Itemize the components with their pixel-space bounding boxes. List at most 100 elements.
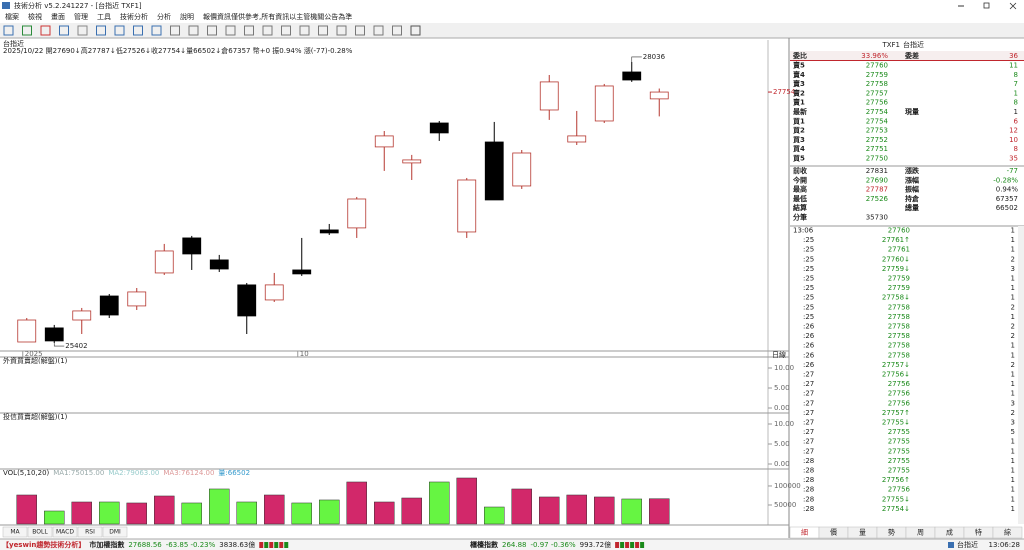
toolbar-button[interactable] — [392, 25, 402, 36]
toolbar-button[interactable] — [318, 25, 328, 36]
toolbar-button[interactable] — [225, 25, 236, 36]
toolbar-button[interactable] — [77, 25, 88, 36]
tick-price: 27758 — [888, 342, 910, 350]
tick-time: :28 — [803, 486, 814, 494]
tab[interactable] — [27, 526, 53, 538]
tab[interactable] — [102, 526, 128, 538]
menu-item[interactable]: 工具 — [97, 13, 111, 21]
market-name: 櫃檯指數 — [470, 540, 498, 549]
status-symbol: 台指近 — [957, 540, 978, 549]
tick-time: :27 — [803, 419, 814, 427]
toolbar-button[interactable] — [281, 25, 291, 36]
level-price: 27752 — [866, 136, 888, 144]
summary-label: 最低 — [793, 194, 807, 203]
toolbar-button[interactable] — [355, 25, 365, 36]
mini-bar — [630, 542, 635, 548]
menu-item[interactable]: 檔案 — [5, 12, 19, 21]
scrollbar — [1018, 226, 1024, 524]
quote-tab[interactable] — [992, 526, 1023, 539]
tick-qty: 2 — [1011, 361, 1015, 369]
menu-item[interactable]: 報價資訊僅供參考,所有資訊以主管機關公告為準 — [203, 12, 352, 21]
candle-body — [182, 237, 202, 255]
menu-item[interactable]: 技術分析 — [120, 12, 148, 21]
y-tick-label: 50000 — [774, 501, 796, 509]
market-change: -63.85 -0.23% — [166, 541, 216, 549]
tick-price: 27755 — [888, 447, 910, 455]
candle-body — [622, 71, 642, 81]
menu-item[interactable]: 說明 — [180, 12, 194, 21]
tick-time: :25 — [803, 236, 814, 244]
toolbar-button[interactable] — [22, 25, 32, 36]
toolbar-button[interactable] — [133, 25, 143, 36]
toolbar-button[interactable] — [188, 25, 199, 36]
level-qty: 10 — [1009, 136, 1018, 144]
toolbar-button[interactable] — [3, 25, 14, 36]
level-label: 賣1 — [792, 98, 805, 107]
volume-legend: MA2:79063.00 — [108, 469, 159, 477]
toolbar-button[interactable] — [373, 25, 384, 36]
summary-value: 66502 — [996, 204, 1018, 212]
tab[interactable] — [77, 526, 103, 538]
toolbar-button[interactable] — [151, 25, 162, 36]
toolbar-button[interactable] — [299, 25, 310, 36]
chart-title: 台指近 — [3, 39, 24, 48]
candle-body — [99, 295, 119, 316]
summary-value: -77 — [1007, 167, 1018, 175]
close-button[interactable] — [1009, 2, 1017, 10]
tick-qty: 1 — [1011, 457, 1015, 465]
tick-time: :28 — [803, 505, 814, 513]
tick-price: 27758 — [888, 303, 910, 311]
tick-qty: 1 — [1011, 342, 1015, 350]
level-price: 27760 — [866, 62, 888, 70]
level-price: 27756 — [866, 99, 889, 107]
tick-price: 27755 — [888, 457, 910, 465]
tab-label: BOLL — [32, 529, 48, 536]
y-tick-label: 0.00 — [774, 404, 790, 412]
summary-value: 0.94% — [996, 186, 1019, 194]
toolbar-button[interactable] — [59, 25, 69, 36]
candle-body — [292, 269, 312, 275]
quote-tab-label: 價 — [830, 528, 837, 537]
tick-time: :27 — [803, 399, 814, 407]
toolbar-button[interactable] — [207, 25, 217, 36]
tick-price: 27759↓ — [882, 265, 910, 273]
level-label: 賣5 — [792, 61, 805, 70]
toolbar-button[interactable] — [262, 25, 273, 36]
toolbar-button[interactable] — [244, 25, 254, 36]
level-price: 27758 — [866, 80, 888, 88]
tab[interactable] — [2, 526, 28, 538]
tick-price: 27760 — [888, 227, 910, 235]
app-icon — [2, 2, 10, 9]
tick-time: :26 — [803, 332, 815, 340]
diff-label: 委差 — [904, 51, 919, 60]
toolbar-button[interactable] — [40, 25, 51, 36]
toolbar-button[interactable] — [96, 25, 106, 36]
summary-label: 振幅 — [905, 185, 919, 194]
ratio-value: 33.96% — [861, 52, 888, 60]
toolbar-button[interactable] — [336, 25, 347, 36]
tick-price: 27758 — [888, 313, 910, 321]
menu-item[interactable]: 檢視 — [28, 12, 42, 21]
volume-bar — [291, 502, 312, 525]
level-label: 買4 — [792, 144, 805, 153]
tick-price: 27756↓ — [882, 371, 910, 379]
menu-item[interactable]: 畫面 — [51, 12, 65, 21]
period-label: 日線 — [772, 350, 786, 359]
candle-body — [264, 284, 284, 301]
toolbar-button[interactable] — [170, 25, 180, 36]
toolbar-button[interactable] — [410, 25, 421, 36]
tick-qty: 1 — [1011, 438, 1015, 446]
maximize-button[interactable] — [983, 2, 990, 9]
tab[interactable] — [52, 526, 78, 538]
menu-item[interactable]: 管理 — [74, 12, 88, 21]
candle-body — [374, 135, 394, 148]
mini-bar — [635, 542, 640, 548]
toolbar-button[interactable] — [114, 25, 125, 36]
summary-label: 最高 — [793, 185, 807, 194]
tick-price: 27761↑ — [882, 236, 910, 244]
level-qty-label: 現量 — [905, 107, 919, 116]
tick-price: 27758↓ — [882, 294, 910, 302]
tick-qty: 1 — [1011, 313, 1015, 321]
menu-item[interactable]: 分析 — [157, 12, 171, 21]
candle-body — [319, 229, 339, 234]
